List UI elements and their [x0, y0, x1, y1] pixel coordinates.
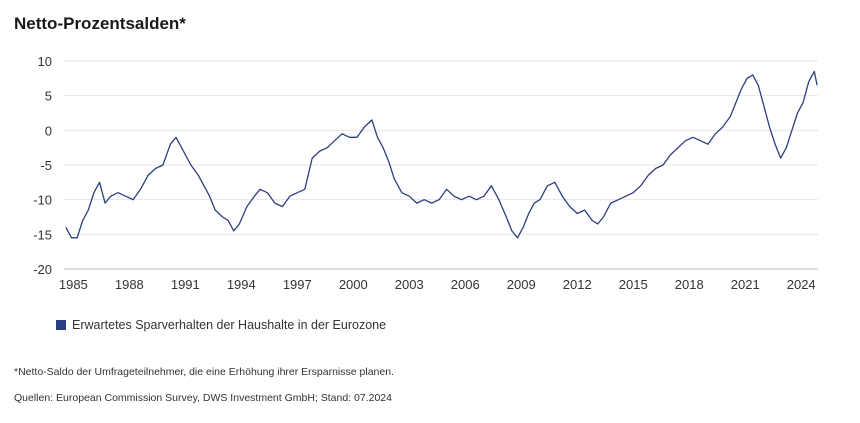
- y-tick-label: -15: [33, 227, 52, 242]
- y-tick-label: 0: [45, 123, 52, 138]
- x-tick-label: 2021: [731, 277, 760, 292]
- y-axis: 10 5 0 -5 -10 -15 -20: [33, 54, 52, 277]
- y-tick-label: 5: [45, 89, 52, 104]
- legend: Erwartetes Sparverhalten der Haushalte i…: [56, 318, 386, 332]
- x-tick-label: 2009: [507, 277, 536, 292]
- x-tick-label: 2015: [619, 277, 648, 292]
- x-tick-label: 2012: [563, 277, 592, 292]
- x-tick-label: 1985: [59, 277, 88, 292]
- series-line: [65, 70, 818, 239]
- x-tick-label: 1997: [283, 277, 312, 292]
- x-tick-label: 2018: [675, 277, 704, 292]
- series-layer: [65, 70, 818, 239]
- x-tick-label: 2003: [395, 277, 424, 292]
- legend-label: Erwartetes Sparverhalten der Haushalte i…: [72, 318, 387, 332]
- legend-swatch: [56, 320, 66, 330]
- y-tick-label: 10: [38, 54, 52, 69]
- gridlines: [64, 60, 818, 270]
- y-tick-label: -5: [40, 158, 52, 173]
- y-tick-label: -10: [33, 193, 52, 208]
- x-tick-label: 1994: [227, 277, 256, 292]
- source-note: Quellen: European Commission Survey, DWS…: [14, 392, 392, 404]
- x-tick-label: 2024: [787, 277, 816, 292]
- x-tick-label: 1988: [115, 277, 144, 292]
- x-tick-label: 2006: [451, 277, 480, 292]
- y-tick-label: -20: [33, 262, 52, 277]
- x-tick-label: 2000: [339, 277, 368, 292]
- x-tick-label: 1991: [171, 277, 200, 292]
- line-chart: 10 5 0 -5 -10 -15 -20 1985 1988 1991 1994 1997 2000…: [33, 54, 818, 292]
- chart-title: Netto-Prozentsalden*: [14, 14, 186, 33]
- x-axis: 1985 1988 1991 1994 1997 2000 2003 2006 2009 2012…: [59, 277, 816, 292]
- footnote: *Netto-Saldo der Umfrageteilnehmer, die …: [14, 366, 394, 378]
